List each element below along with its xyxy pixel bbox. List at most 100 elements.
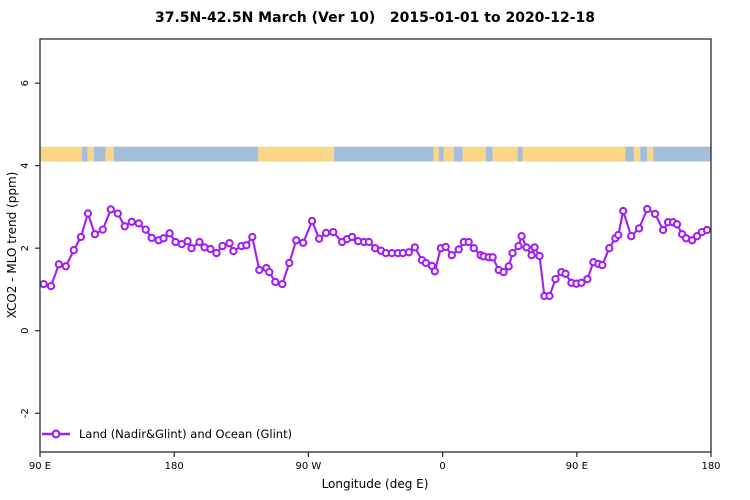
data-point-marker (464, 237, 473, 247)
data-point-marker (517, 232, 526, 241)
data-point-marker (561, 269, 570, 278)
data-point-marker (314, 234, 324, 243)
data-point-marker (248, 232, 257, 242)
data-point-marker (619, 206, 628, 216)
data-point-marker (545, 291, 554, 301)
map-band-ocean-segment (81, 146, 88, 162)
x-tick-label: 90 E (566, 461, 588, 472)
data-point-marker (113, 209, 122, 218)
data-point-marker (106, 205, 115, 214)
data-point-marker (225, 239, 234, 248)
data-point-marker (614, 230, 623, 240)
data-point-marker (634, 224, 644, 233)
data-point-marker (69, 246, 78, 255)
map-band-land-segment (40, 146, 82, 162)
data-point-marker (702, 225, 712, 235)
chart-title: 37.5N-42.5N March (Ver 10) 2015-01-01 to… (154, 10, 596, 26)
legend-open-circle (51, 429, 61, 439)
map-band-land-segment (258, 146, 335, 162)
data-point-marker (469, 244, 478, 253)
data-point-marker (658, 225, 668, 235)
data-point-marker (98, 225, 107, 234)
line-marker-icon (42, 429, 70, 439)
x-tick-label: 180 (165, 461, 184, 472)
y-tick-label: 6 (20, 80, 31, 86)
map-band-land-segment (443, 146, 454, 162)
map-band-ocean-segment (453, 146, 463, 162)
map-band-ocean-segment (485, 146, 493, 162)
data-point-marker (285, 258, 294, 268)
data-point-marker (242, 241, 251, 250)
data-point-marker (206, 244, 215, 254)
data-point-marker (692, 232, 702, 241)
map-band-land-segment (462, 146, 486, 162)
data-point-marker (454, 245, 463, 254)
y-tick-label: -2 (20, 408, 31, 418)
data-point-marker (321, 228, 331, 238)
data-point-marker (364, 237, 374, 247)
data-point-marker (404, 248, 414, 257)
data-point-marker (687, 236, 697, 245)
map-band-land-segment (492, 146, 518, 162)
x-tick-label: 0 (439, 461, 445, 472)
data-point-marker (218, 241, 227, 251)
x-tick-label: 180 (701, 461, 720, 472)
data-point-marker (187, 244, 196, 253)
data-point-marker (527, 251, 536, 260)
map-band-ocean-segment (93, 146, 106, 162)
map-band-ocean-segment (438, 146, 444, 162)
data-point-marker (76, 232, 86, 242)
data-point-marker (120, 222, 129, 231)
map-band-land-segment (105, 146, 114, 162)
data-point-marker (643, 204, 652, 214)
data-point-marker (278, 279, 287, 289)
data-point-marker (183, 237, 192, 246)
data-series-line (42, 207, 709, 298)
y-tick-label: 2 (20, 245, 31, 251)
data-point-marker (551, 274, 560, 284)
data-point-marker (329, 227, 338, 237)
map-band-land-segment (87, 146, 94, 162)
data-point-marker (577, 278, 586, 287)
data-point-marker (430, 267, 439, 276)
x-axis-label: Longitude (deg E) (321, 477, 429, 491)
data-point-marker (299, 238, 308, 247)
data-point-marker (271, 277, 280, 287)
data-point-marker (147, 233, 156, 243)
map-band-ocean-segment (334, 146, 434, 162)
data-point-marker (90, 230, 100, 239)
map-band-ocean-segment (517, 146, 523, 162)
data-point-marker (54, 260, 64, 269)
data-point-marker (212, 248, 221, 258)
data-point-marker (141, 225, 150, 234)
data-point-marker (514, 241, 523, 251)
data-point-marker (127, 217, 136, 226)
data-point-marker (61, 262, 71, 271)
data-point-marker (499, 267, 508, 277)
legend-item: Land (Nadir&Glint) and Ocean (Glint) (41, 427, 292, 441)
data-point-marker (46, 281, 56, 291)
data-point-marker (265, 267, 274, 277)
data-point-marker (488, 253, 497, 262)
data-point-marker (508, 248, 517, 258)
data-point-marker (441, 242, 450, 252)
data-point-marker (255, 265, 264, 275)
map-band-ocean-segment (625, 146, 635, 162)
map-band-land-segment (647, 146, 654, 162)
x-tick-label: 90 W (296, 461, 322, 472)
data-point-marker (605, 244, 614, 253)
plot-border (39, 38, 712, 453)
data-point-marker (347, 232, 357, 242)
data-point-marker (307, 216, 317, 226)
data-point-marker (535, 251, 544, 261)
data-point-marker (627, 232, 636, 241)
map-band-ocean-segment (653, 146, 711, 162)
x-tick-label: 90 E (29, 461, 51, 472)
map-band-ocean-segment (113, 146, 259, 162)
data-point-marker (672, 220, 682, 229)
data-point-marker (165, 229, 174, 238)
data-point-marker (195, 237, 204, 247)
map-band-land-segment (522, 146, 626, 162)
data-point-marker (598, 260, 607, 270)
